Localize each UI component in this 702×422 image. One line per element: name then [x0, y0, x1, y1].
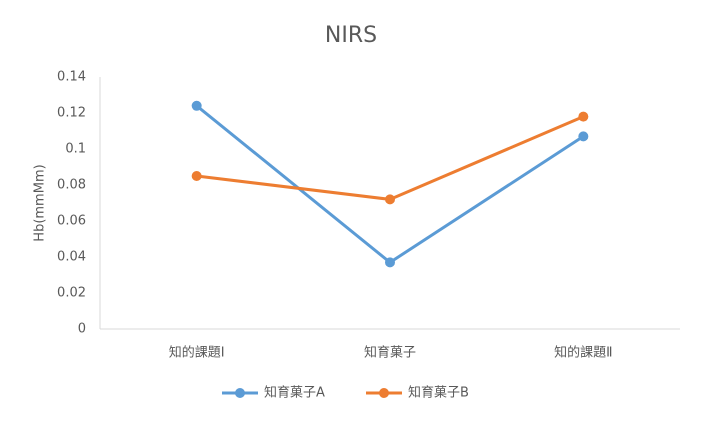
y-tick-label: 0.12 — [57, 106, 86, 121]
y-tick-label: 0.14 — [57, 70, 86, 85]
legend-marker — [235, 388, 245, 398]
legend-marker — [379, 388, 389, 398]
y-tick-label: 0.04 — [57, 250, 86, 265]
chart-title: NIRS — [325, 23, 377, 48]
y-tick-label: 0.08 — [57, 178, 86, 193]
series-line — [196, 115, 584, 201]
data-point — [578, 111, 589, 122]
data-point — [385, 257, 395, 268]
y-tick-label: 0.02 — [57, 286, 86, 301]
data-point — [578, 131, 589, 142]
x-tick-label: 知的課題Ⅰ — [169, 345, 225, 361]
data-point — [191, 171, 202, 181]
legend-label: 知育菓子B — [408, 385, 469, 401]
y-tick-label: 0 — [78, 322, 86, 337]
x-tick-label: 知育菓子 — [364, 345, 416, 361]
data-point — [385, 194, 395, 205]
x-tick-label: 知的課題Ⅱ — [554, 345, 612, 361]
data-point — [191, 100, 202, 111]
y-tick-label: 0.1 — [65, 142, 86, 157]
y-tick-label: 0.06 — [57, 214, 86, 229]
y-axis-label: Hb(mmMm) — [33, 164, 48, 241]
legend-label: 知育菓子A — [264, 385, 325, 401]
